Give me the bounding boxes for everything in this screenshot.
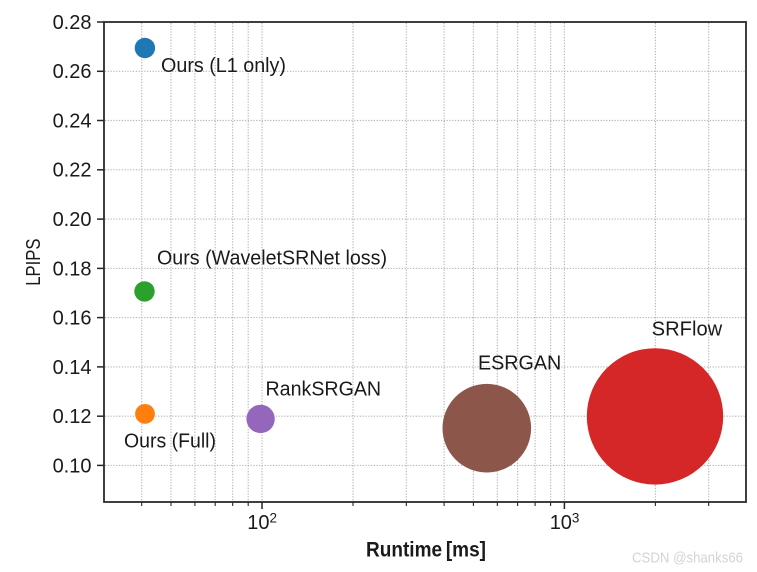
svg-text:10: 10 [550,512,572,534]
svg-text:0.28: 0.28 [53,12,92,34]
svg-text:RankSRGAN: RankSRGAN [266,378,382,400]
svg-text:0.22: 0.22 [53,160,92,182]
svg-text:Ours (WaveletSRNet loss): Ours (WaveletSRNet loss) [157,248,387,270]
svg-text:ESRGAN: ESRGAN [478,353,561,375]
svg-text:10: 10 [247,512,269,534]
svg-text:Runtime [ms]: Runtime [ms] [366,538,486,561]
svg-text:SRFlow: SRFlow [652,318,723,340]
svg-text:LPIPS: LPIPS [23,239,45,286]
svg-text:CSDN @shanks66: CSDN @shanks66 [632,551,743,567]
svg-text:0.16: 0.16 [53,308,92,330]
svg-text:0.26: 0.26 [53,61,92,83]
svg-text:Ours (Full): Ours (Full) [124,430,216,452]
svg-text:3: 3 [572,510,580,525]
svg-text:0.12: 0.12 [53,406,92,428]
svg-text:0.14: 0.14 [53,357,92,379]
svg-text:0.20: 0.20 [53,209,92,231]
svg-text:Ours (L1 only): Ours (L1 only) [161,55,286,77]
svg-text:2: 2 [270,510,278,525]
svg-text:0.24: 0.24 [53,110,92,132]
svg-text:0.10: 0.10 [53,455,92,477]
svg-text:0.18: 0.18 [53,258,92,280]
